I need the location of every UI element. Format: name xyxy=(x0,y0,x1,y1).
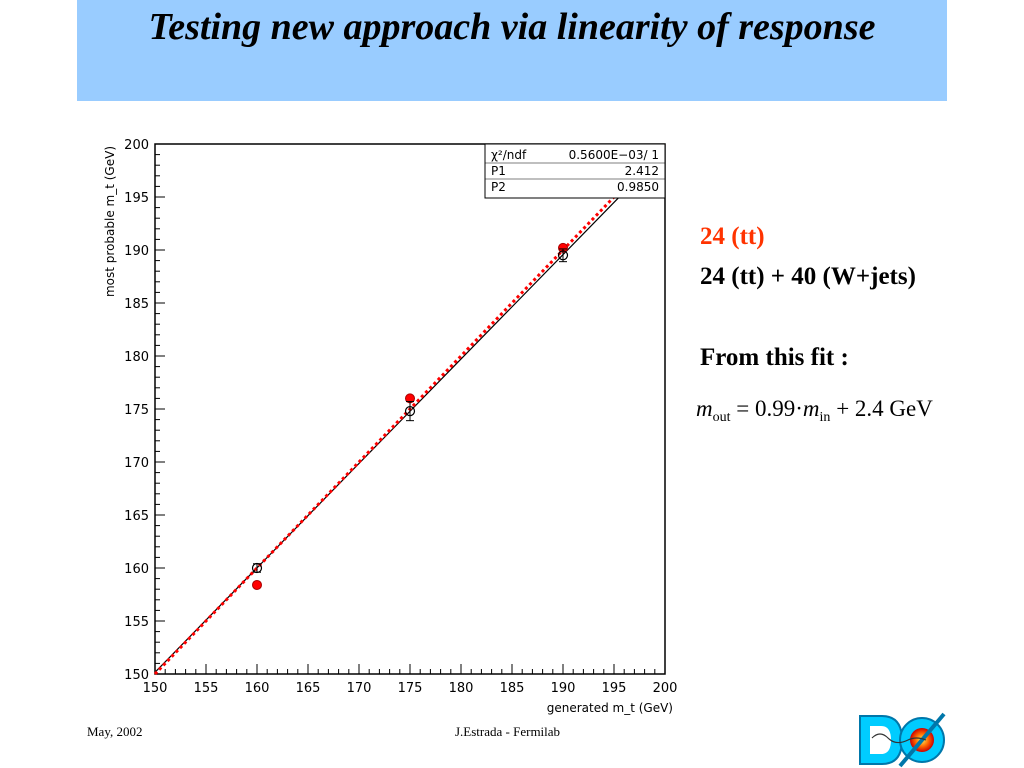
footer-author: J.Estrada - Fermilab xyxy=(455,724,561,739)
y-tick-label: 190 xyxy=(124,244,149,259)
slide-title: Testing new approach via linearity of re… xyxy=(148,6,876,48)
x-axis-label: generated m_t (GeV) xyxy=(547,701,673,715)
data-point-black xyxy=(251,562,263,574)
y-axis-label: most probable m_t (GeV) xyxy=(103,146,117,297)
stats-value: 0.9850 xyxy=(617,180,659,194)
y-tick-label: 155 xyxy=(124,615,149,630)
x-tick-label: 155 xyxy=(194,681,219,696)
stats-label: P2 xyxy=(491,180,506,194)
x-tick-label: 190 xyxy=(551,681,576,696)
y-tick-label: 160 xyxy=(124,562,149,577)
formula-sub-in: in xyxy=(819,410,831,425)
stats-label: P1 xyxy=(491,164,506,178)
title-banner: Testing new approach via linearity of re… xyxy=(77,0,947,101)
fit-formula: mout = 0.99·min + 2.4 GeV xyxy=(696,396,933,426)
stats-value: 0.5600E−03/ 1 xyxy=(569,148,659,162)
y-tick-label: 180 xyxy=(124,350,149,365)
x-tick-label: 165 xyxy=(296,681,321,696)
legend-black-series: 24 (tt) + 40 (W+jets) xyxy=(700,263,916,290)
fit-heading: From this fit : xyxy=(700,344,849,371)
formula-m-in: m xyxy=(802,396,820,421)
x-tick-label: 200 xyxy=(653,681,678,696)
x-tick-label: 160 xyxy=(245,681,270,696)
y-tick-label: 195 xyxy=(124,191,149,206)
x-tick-label: 150 xyxy=(143,681,168,696)
data-point-black xyxy=(404,406,416,417)
x-tick-label: 180 xyxy=(449,681,474,696)
data-point-red xyxy=(252,579,262,590)
data-point-black xyxy=(557,250,569,261)
y-tick-label: 165 xyxy=(124,509,149,524)
x-tick-label: 170 xyxy=(347,681,372,696)
footer-date: May, 2002 xyxy=(87,724,143,739)
formula-sub-out: out xyxy=(712,410,731,425)
x-tick-label: 185 xyxy=(500,681,525,696)
stats-value: 2.412 xyxy=(625,164,659,178)
formula-coef: = 0.99 xyxy=(736,396,796,421)
stats-box xyxy=(484,143,666,199)
y-tick-label: 175 xyxy=(124,403,149,418)
logo-text: DØ xyxy=(856,712,858,713)
x-tick-label: 195 xyxy=(602,681,627,696)
y-tick-label: 200 xyxy=(124,138,149,153)
y-tick-label: 185 xyxy=(124,297,149,312)
stats-label: χ²/ndf xyxy=(491,148,527,162)
legend-red-series: 24 (tt) xyxy=(700,223,765,250)
y-tick-label: 170 xyxy=(124,456,149,471)
y-tick-label: 150 xyxy=(124,668,149,683)
formula-m-out: m xyxy=(696,396,713,421)
x-tick-label: 175 xyxy=(398,681,423,696)
linearity-chart: 150 155 160 165 170 175 180 185 190 195 200 150 155 1… xyxy=(103,138,678,715)
formula-const: + 2.4 xyxy=(836,396,884,421)
formula-dot: · xyxy=(795,396,803,421)
d0-logo: DØ xyxy=(856,712,946,768)
formula-unit: GeV xyxy=(889,396,933,421)
